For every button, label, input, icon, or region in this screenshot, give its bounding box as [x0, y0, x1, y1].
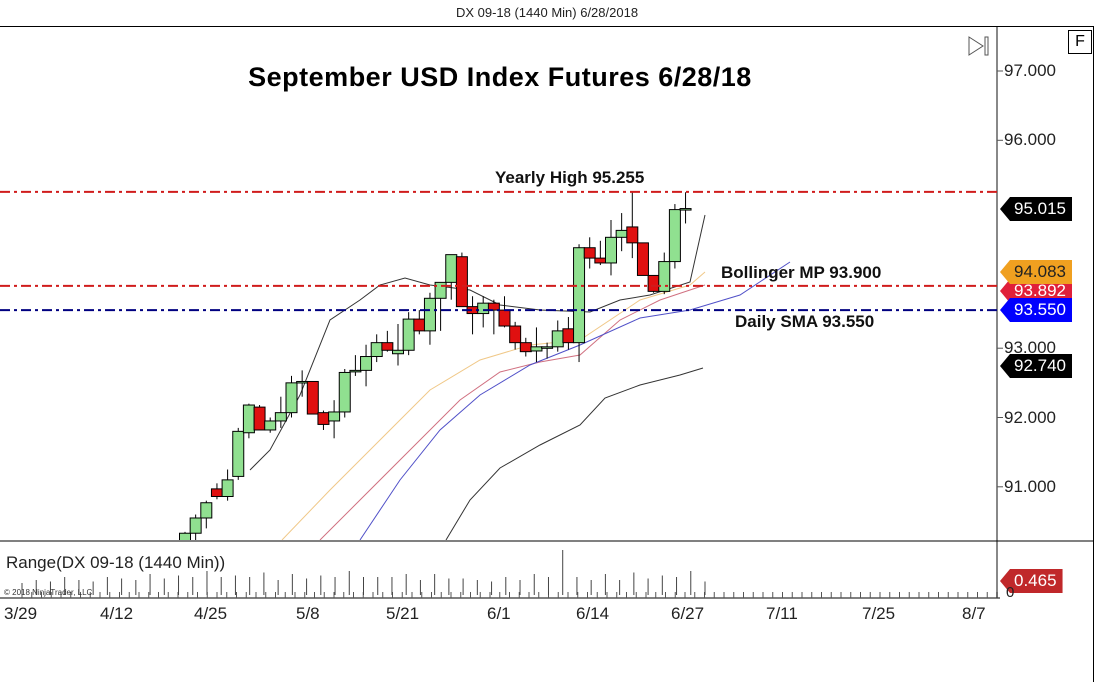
x-tick: 7/25	[862, 604, 896, 623]
x-tick: 6/27	[671, 604, 705, 623]
price-marker-ema: 94.083	[1000, 260, 1072, 284]
x-tick: 5/8	[296, 604, 320, 623]
x-tick: 4/25	[194, 604, 228, 623]
x-tick: 6/14	[576, 604, 610, 623]
price-marker-sma: 93.550	[1000, 298, 1072, 322]
y-tick-97: 97.000	[1004, 61, 1056, 80]
x-tick: 7/11	[766, 604, 798, 623]
range-panel-title: Range(DX 09-18 (1440 Min))	[6, 553, 226, 572]
x-tick: 8/7	[962, 604, 986, 623]
x-tick: 6/1	[487, 604, 511, 623]
f-button[interactable]: F	[1068, 30, 1092, 54]
bollinger-label: Bollinger MP 93.900	[721, 263, 882, 282]
range-zero-tick: 0	[1006, 584, 1015, 601]
x-tick: 3/29	[4, 604, 38, 623]
price-marker-last: 95.015	[1000, 197, 1072, 221]
y-tick-92: 92.000	[1004, 408, 1056, 427]
daily-sma-label: Daily SMA 93.550	[735, 312, 875, 331]
x-tick: 4/12	[100, 604, 134, 623]
yearly-high-label: Yearly High 95.255	[495, 168, 645, 187]
scroll-to-end-icon[interactable]	[968, 36, 989, 56]
window-title: DX 09-18 (1440 Min) 6/28/2018	[0, 0, 1094, 27]
range-value-marker: 0.465	[1000, 569, 1063, 593]
x-tick: 5/21	[386, 604, 420, 623]
chart-title: September USD Index Futures 6/28/18	[248, 62, 752, 92]
y-tick-91: 91.000	[1004, 477, 1056, 496]
copyright: © 2018 NinjaTrader, LLC	[4, 588, 93, 597]
y-tick-96: 96.000	[1004, 130, 1056, 149]
y-tick-93: 93.000	[1004, 338, 1056, 357]
price-marker-sma-long: 92.740	[1000, 354, 1072, 378]
